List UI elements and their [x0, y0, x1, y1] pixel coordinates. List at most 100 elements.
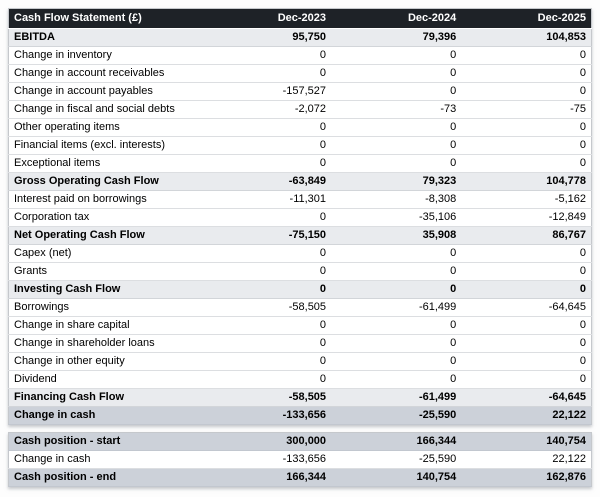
row-label: Dividend	[8, 370, 201, 389]
table-row: EBITDA 95,750 79,396 104,853	[8, 28, 592, 47]
cell-value: 0	[331, 316, 462, 335]
table-row: Interest paid on borrowings -11,301 -8,308…	[8, 190, 592, 209]
column-header-dec-2025: Dec-2025	[461, 8, 592, 29]
cell-value: 0	[200, 352, 332, 371]
cell-value: 104,853	[461, 28, 592, 47]
table-row: Change in account payables -157,527 0 0	[8, 82, 592, 101]
cell-value: 0	[331, 136, 462, 155]
cell-value: -5,162	[461, 190, 592, 209]
cell-value: -25,590	[331, 450, 462, 469]
cell-value: 35,908	[331, 226, 462, 245]
cell-value: 0	[331, 46, 462, 65]
table-row: Change in fiscal and social debts -2,072-…	[8, 100, 592, 119]
column-header-dec-2023: Dec-2023	[200, 8, 332, 29]
cell-value: 166,344	[200, 468, 332, 487]
table-row: Financing Cash Flow -58,505 -61,499 -64,645	[8, 388, 592, 407]
cell-value: 0	[461, 280, 592, 299]
table-row: Dividend 0 0 0	[8, 370, 592, 389]
table-row: Change in account receivables 0 0 0	[8, 64, 592, 83]
cell-value: 0	[200, 118, 332, 137]
cell-value: 0	[200, 316, 332, 335]
cell-value: -61,499	[331, 388, 462, 407]
cell-value: 0	[461, 46, 592, 65]
row-label: Change in shareholder loans	[8, 334, 201, 353]
cell-value: -25,590	[331, 406, 462, 425]
table-row: Other operating items 0 0 0	[8, 118, 592, 137]
cell-value: 0	[200, 244, 332, 263]
cell-value: -11,301	[200, 190, 332, 209]
cash-flow-rows: EBITDA 95,750 79,396 104,853 Change in inven…	[8, 28, 592, 425]
table-row: Change in shareholder loans 0 0 0	[8, 334, 592, 353]
cell-value: 95,750	[200, 28, 332, 47]
cell-value: 166,344	[331, 432, 462, 451]
cell-value: 0	[200, 334, 332, 353]
cell-value: 0	[200, 280, 332, 299]
cell-value: 0	[461, 118, 592, 137]
row-label: Borrowings	[8, 298, 201, 317]
row-label: Change in other equity	[8, 352, 201, 371]
cell-value: 0	[461, 244, 592, 263]
cash-flow-statement-report: Cash Flow Statement (£) Dec-2023 Dec-202…	[8, 8, 592, 487]
cell-value: 0	[331, 64, 462, 83]
cell-value: 0	[461, 64, 592, 83]
cell-value: 140,754	[461, 432, 592, 451]
column-header-dec-2024: Dec-2024	[331, 8, 462, 29]
table-row: Gross Operating Cash Flow -63,849 79,323 10…	[8, 172, 592, 191]
cell-value: 0	[200, 154, 332, 173]
cell-value: 22,122	[461, 406, 592, 425]
cell-value: 0	[331, 82, 462, 101]
cell-value: -35,106	[331, 208, 462, 227]
cell-value: 0	[461, 316, 592, 335]
cell-value: 0	[461, 370, 592, 389]
row-label: Change in account payables	[8, 82, 201, 101]
cell-value: 0	[331, 352, 462, 371]
cell-value: -64,645	[461, 388, 592, 407]
cell-value: -63,849	[200, 172, 332, 191]
row-label: Change in cash	[8, 406, 201, 425]
row-label: Change in fiscal and social debts	[8, 100, 201, 119]
cell-value: 0	[200, 46, 332, 65]
table-row: Cash position - end 166,344 140,754 162,876	[8, 468, 592, 487]
row-label: Exceptional items	[8, 154, 201, 173]
cell-value: -12,849	[461, 208, 592, 227]
table-row: Capex (net) 0 0 0	[8, 244, 592, 263]
cell-value: 0	[331, 118, 462, 137]
row-label: Cash position - end	[8, 468, 201, 487]
cell-value: -2,072	[200, 100, 332, 119]
cell-value: -75,150	[200, 226, 332, 245]
cell-value: -75	[461, 100, 592, 119]
cell-value: -133,656	[200, 406, 332, 425]
row-label: EBITDA	[8, 28, 201, 47]
cell-value: 86,767	[461, 226, 592, 245]
cell-value: 0	[331, 334, 462, 353]
cell-value: -58,505	[200, 298, 332, 317]
table-row: Net Operating Cash Flow -75,150 35,908 86,7…	[8, 226, 592, 245]
cash-position-table: Cash position - start 300,000 166,344 140,7…	[8, 432, 592, 487]
cell-value: 162,876	[461, 468, 592, 487]
row-label: Financing Cash Flow	[8, 388, 201, 407]
cell-value: 0	[331, 262, 462, 281]
table-row: Investing Cash Flow 0 0 0	[8, 280, 592, 299]
row-label: Interest paid on borrowings	[8, 190, 201, 209]
table-title: Cash Flow Statement (£)	[8, 8, 201, 29]
row-label: Corporation tax	[8, 208, 201, 227]
cell-value: 0	[331, 154, 462, 173]
row-label: Change in account receivables	[8, 64, 201, 83]
cell-value: -58,505	[200, 388, 332, 407]
cell-value: 0	[461, 82, 592, 101]
cell-value: -73	[331, 100, 462, 119]
cell-value: 0	[200, 136, 332, 155]
cell-value: 300,000	[200, 432, 332, 451]
row-label: Cash position - start	[8, 432, 201, 451]
cell-value: 0	[200, 370, 332, 389]
cash-flow-table: Cash Flow Statement (£) Dec-2023 Dec-202…	[8, 8, 592, 425]
row-label: Grants	[8, 262, 201, 281]
cash-position-rows: Cash position - start 300,000 166,344 140,7…	[8, 432, 592, 487]
row-label: Investing Cash Flow	[8, 280, 201, 299]
cell-value: 0	[331, 280, 462, 299]
cell-value: 79,396	[331, 28, 462, 47]
cell-value: 0	[461, 334, 592, 353]
table-row: Change in cash -133,656 -25,590 22,122	[8, 406, 592, 425]
cell-value: 0	[200, 262, 332, 281]
cell-value: 0	[200, 64, 332, 83]
